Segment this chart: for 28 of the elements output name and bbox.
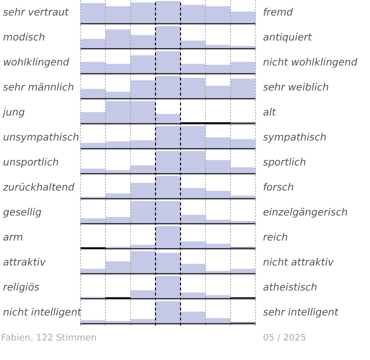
y2-axis-title: einzelgängerisch	[263, 208, 348, 219]
y2-axis-title: nicht attraktiv	[263, 258, 335, 269]
y-axis-title: sehr männlich	[3, 82, 74, 94]
y-axis-title: unsympathisch	[3, 132, 80, 144]
text: 05 / 2025	[263, 334, 306, 344]
y2-axis-title: sportlich	[263, 158, 306, 169]
y-axis-title: jung	[1, 108, 25, 119]
y2-axis-title: sehr intelligent	[263, 308, 340, 319]
y-axis-title: wohlklingend	[3, 58, 70, 69]
y2-axis-title: sehr weiblich	[263, 82, 329, 94]
y-axis-title: religiös	[3, 282, 40, 294]
y-axis-title: nicht intelligent	[3, 308, 82, 319]
y-axis-title: gesellig	[3, 208, 42, 219]
y2-axis-title: fremd	[263, 8, 294, 19]
y2-axis-title: alt	[263, 108, 277, 119]
y-axis-title: modisch	[3, 32, 46, 44]
y-axis-title: unsportlich	[3, 158, 59, 169]
y-axis-title: attraktiv	[3, 258, 47, 269]
y-axis-title: zurückhaltend	[2, 182, 75, 194]
y2-axis-title: forsch	[263, 182, 294, 194]
y2-axis-title: reich	[263, 232, 288, 244]
y2-axis-title: sympathisch	[263, 132, 326, 144]
y2-axis-title: antiquiert	[263, 32, 313, 44]
y2-axis-title: atheistisch	[263, 282, 318, 294]
text: Fabien, 122 Stimmen	[1, 334, 97, 344]
y-axis-title: sehr vertraut	[3, 8, 70, 19]
y-axis-title: arm	[3, 232, 24, 244]
y2-axis-title: nicht wohlklingend	[263, 58, 358, 69]
